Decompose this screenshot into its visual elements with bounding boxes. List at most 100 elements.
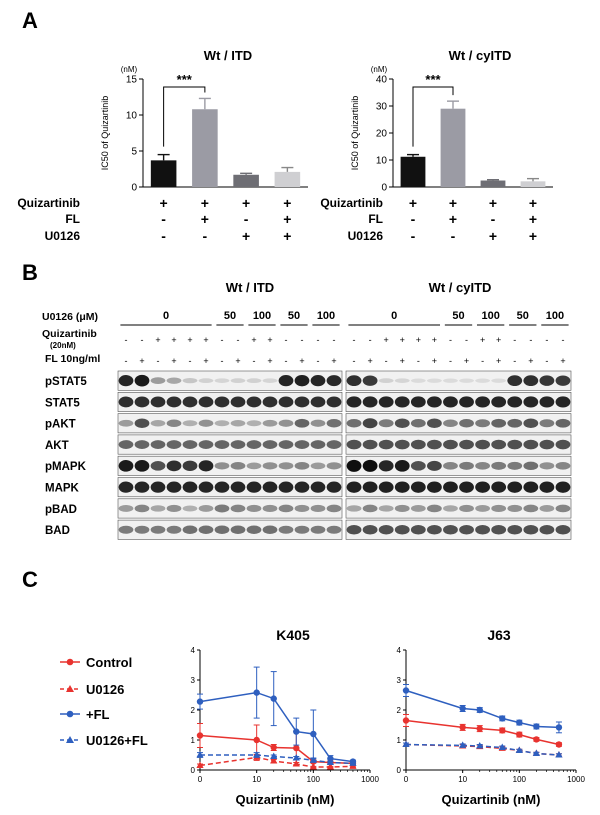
blot-band [118,481,134,493]
minus-sign: - [221,356,224,366]
minus-sign: - [491,211,496,227]
blot-band [198,419,214,427]
y-tick-label: 30 [376,102,388,113]
blot-strip [117,519,343,540]
plus-sign: + [529,228,537,244]
blot-band [230,396,246,408]
blot-strip [117,413,343,434]
blot-strip [117,434,343,455]
blot-band [394,481,410,493]
blot-band [346,375,362,387]
data-point [555,751,563,758]
blot-band [262,440,278,449]
blot-band [410,461,426,471]
plus-sign: + [160,195,168,211]
blot-band [459,461,474,470]
y-tick-label: 3 [191,676,196,685]
blot-band [326,375,342,387]
data-point [532,749,540,756]
data-point [515,746,523,753]
data-point [499,727,506,734]
minus-sign: - [244,211,249,227]
plus-sign: + [449,211,457,227]
y-tick-label: 40 [376,75,388,86]
blot-band [507,504,523,513]
chart-title: J63 [487,627,511,643]
blot-band [346,419,362,428]
blot-band [278,462,294,470]
minus-sign: - [449,356,452,366]
plus-sign: + [529,211,537,227]
plus-sign: + [489,228,497,244]
y-tick-label: 3 [397,676,402,685]
blot-band [523,524,539,535]
legend-control: Control [86,655,132,670]
blot-band [278,525,294,534]
blot-band [539,396,555,408]
significance-stars: *** [177,72,193,87]
blot-band [246,504,262,513]
data-point [270,757,278,764]
blot-band [278,481,294,493]
blot-band [410,378,426,383]
blot-band [475,378,490,383]
y-tick-label: 15 [126,75,138,86]
blot-band [539,439,555,450]
y-tick-label: 20 [376,129,388,140]
blot-band [378,524,394,535]
x-tick-label: 10 [458,775,467,784]
blot-band [459,419,474,428]
blot-band [459,481,474,493]
blot-band [362,504,378,513]
y-tick-label: 2 [397,706,402,715]
bar-chart-wt-itd: Wt / ITD (nM) 0 5 10 15 IC50 of Quizartinib *** [100,48,308,194]
quizartinib-dose-label: (20nM) [50,341,76,350]
minus-sign: - [465,335,468,345]
y-unit-label: (nM) [121,65,138,74]
blot-band [310,419,326,427]
minus-sign: - [545,356,548,366]
minus-sign: - [417,356,420,366]
blot-band [459,439,474,450]
blot-band [294,396,310,408]
blot-band [362,396,378,408]
blot-band [198,460,214,472]
data-point [293,744,300,752]
plus-sign: + [203,356,208,366]
blot-band [427,524,442,535]
blot-band [394,504,410,513]
blot-band [134,525,150,534]
blot-band [182,440,198,449]
blot-band [230,504,246,513]
data-point [196,751,204,758]
blot-strip [345,413,572,434]
blot-band [166,396,182,408]
blot-band [230,440,246,449]
data-point [476,706,483,714]
blot-band [278,419,294,427]
blot-band [230,378,246,384]
blot-band [443,481,458,493]
plus-sign: + [171,335,176,345]
data-point [459,741,467,748]
chart-title: Wt / ITD [204,48,252,63]
blot-band [246,378,262,384]
blot-band [246,525,262,534]
plus-sign: + [267,335,272,345]
data-point [293,728,300,735]
bar [480,180,506,187]
blot-band [262,462,278,470]
blot-band [198,505,214,512]
blot-band [182,460,198,472]
plus-sign: + [496,356,501,366]
blot-band [459,378,474,383]
data-point [459,705,466,712]
blot-band [166,377,182,384]
panel-label-a: A [22,8,38,33]
blot-band [262,378,278,383]
blot-band [443,462,458,470]
blot-band [443,419,458,428]
minus-sign: - [253,356,256,366]
blot-band [378,378,394,384]
blot-band [491,439,507,450]
